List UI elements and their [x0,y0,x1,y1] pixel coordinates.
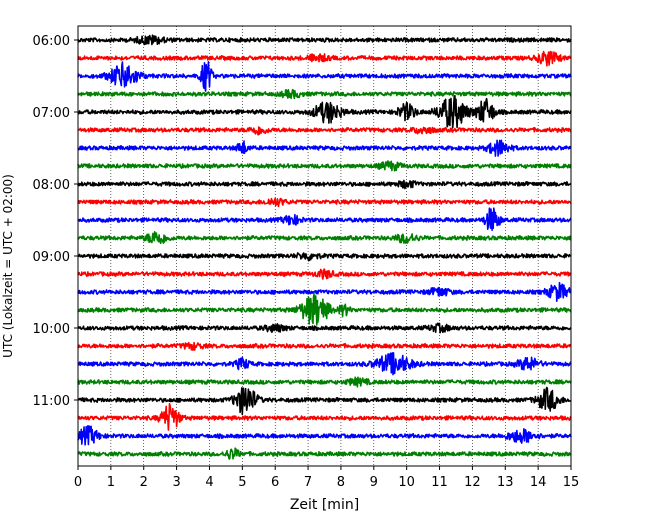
trace-line [77,94,572,129]
trace-line [77,50,572,67]
trace-line [77,402,572,431]
trace-line [77,341,572,351]
trace-line [77,252,572,262]
vertical-grid [110,26,539,466]
x-tick-label: 7 [304,475,312,490]
y-tick-label: 08:00 [33,178,70,193]
trace-line [77,352,572,376]
trace-line [77,447,572,460]
trace-line [77,386,572,416]
seismogram-traces [77,34,572,460]
trace-line [77,61,572,92]
x-tick-label: 13 [497,475,514,490]
x-tick-label: 11 [431,475,448,490]
y-axis-label: UTC (Lokalzeit = UTC + 02:00) [1,174,15,358]
x-tick-label: 0 [74,475,82,490]
trace-line [77,424,572,446]
plot-frame [77,25,572,467]
x-axis-label: Zeit [min] [290,497,359,513]
trace-line [77,139,572,157]
y-tick-label: 11:00 [33,394,70,409]
x-tick-label: 1 [107,475,115,490]
y-tick-label: 09:00 [33,250,70,265]
trace-line [77,231,572,245]
y-tick-label: 06:00 [33,34,70,49]
trace-line [77,281,572,302]
x-tick-label: 8 [337,475,345,490]
x-tick-label: 4 [205,475,213,490]
x-tick-label: 6 [271,475,279,490]
x-tick-label: 12 [464,475,481,490]
x-tick-label: 5 [238,475,246,490]
trace-line [77,293,572,326]
trace-line [77,376,572,388]
trace-line [77,322,572,334]
x-tick-label: 15 [563,475,580,490]
trace-line [77,126,572,136]
x-axis-ticks: 0 1 2 3 4 5 6 7 8 9 10 11 12 13 14 15 [74,466,579,490]
x-tick-label: 10 [398,475,415,490]
trace-line [77,160,572,172]
trace-line [77,207,572,232]
y-tick-label: 07:00 [33,106,70,121]
trace-line [77,197,572,208]
x-tick-label: 2 [140,475,148,490]
x-tick-label: 9 [370,475,378,490]
x-tick-label: 14 [530,475,547,490]
y-tick-label: 10:00 [33,322,70,337]
trace-line [77,268,572,280]
trace-line [77,179,572,190]
x-tick-label: 3 [172,475,180,490]
y-axis-ticks: 06:00 07:00 08:00 09:00 10:00 11:00 [33,34,78,409]
trace-line [77,34,572,46]
trace-line [77,88,572,100]
